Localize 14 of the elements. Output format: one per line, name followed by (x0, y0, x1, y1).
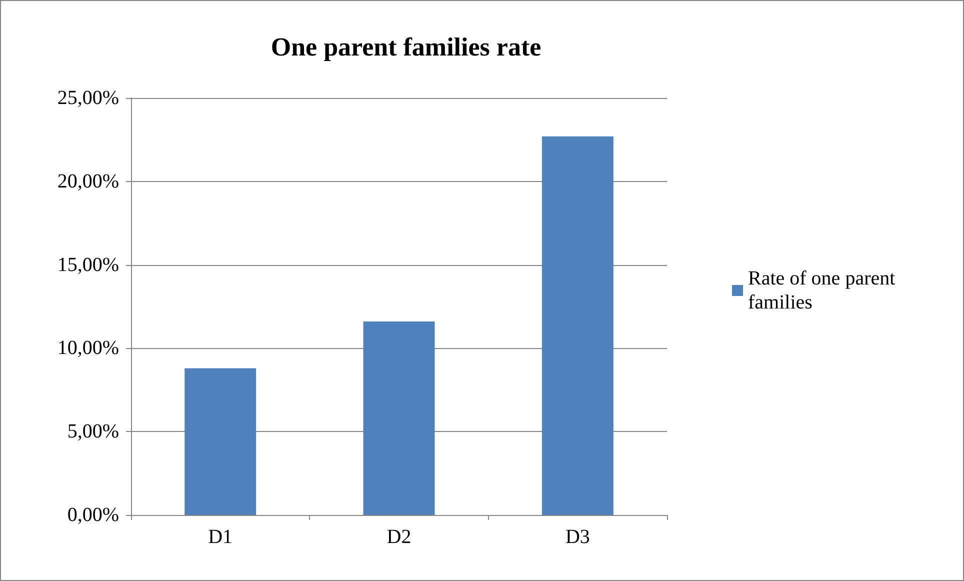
y-tick-label: 10,00% (57, 337, 119, 360)
chart-title: One parent families rate (270, 32, 542, 62)
x-tick-label: D3 (565, 526, 590, 548)
legend-label: Rate of one parent families (748, 268, 900, 314)
bar (363, 322, 435, 515)
y-tick-label: 0,00% (67, 504, 119, 526)
y-tick-label: 20,00% (57, 170, 119, 192)
bar (542, 136, 614, 515)
x-tick-label: D1 (208, 526, 233, 548)
x-tick-label: D2 (386, 526, 412, 548)
y-tick-label: 25,00% (57, 87, 119, 109)
y-tick-label: 5,00% (67, 420, 119, 443)
bar (184, 368, 256, 515)
y-tick-label: 15,00% (57, 254, 119, 276)
